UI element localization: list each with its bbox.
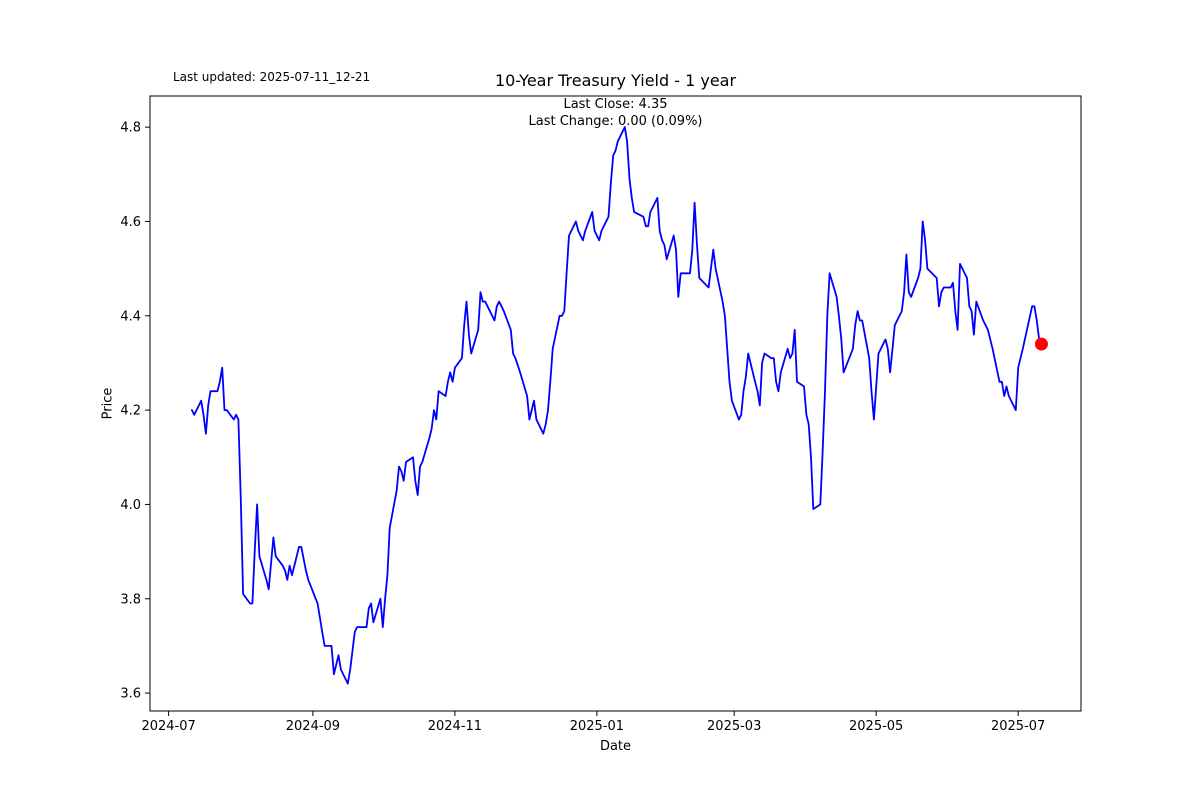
- chart-title: 10-Year Treasury Yield - 1 year: [494, 71, 737, 90]
- x-tick-label: 2024-11: [428, 719, 482, 734]
- plot-frame: [149, 95, 1082, 712]
- y-tick-label: 4.6: [120, 215, 141, 230]
- x-tick-label: 2025-03: [707, 719, 761, 734]
- y-tick-label: 4.8: [120, 121, 141, 136]
- x-axis-label: Date: [599, 739, 632, 754]
- last-updated-note: Last updated: 2025-07-11_12-21: [173, 70, 371, 84]
- x-tick-label: 2025-07: [991, 719, 1045, 734]
- subtitle-last-change: Last Change: 0.00 (0.09%): [528, 114, 703, 129]
- last-close-marker: [1034, 337, 1048, 351]
- y-tick-label: 4.0: [120, 498, 141, 513]
- x-tick-label: 2025-05: [849, 719, 903, 734]
- x-tick-label: 2025-01: [570, 719, 624, 734]
- y-tick-label: 3.6: [120, 687, 141, 702]
- subtitle-last-close: Last Close: 4.35: [563, 97, 668, 112]
- y-tick-label: 4.2: [120, 404, 141, 419]
- y-tick-label: 4.4: [120, 309, 141, 324]
- y-tick-label: 3.8: [120, 592, 141, 607]
- x-tick-label: 2024-07: [141, 719, 195, 734]
- price-line: [190, 126, 1043, 685]
- x-tick-label: 2024-09: [286, 719, 340, 734]
